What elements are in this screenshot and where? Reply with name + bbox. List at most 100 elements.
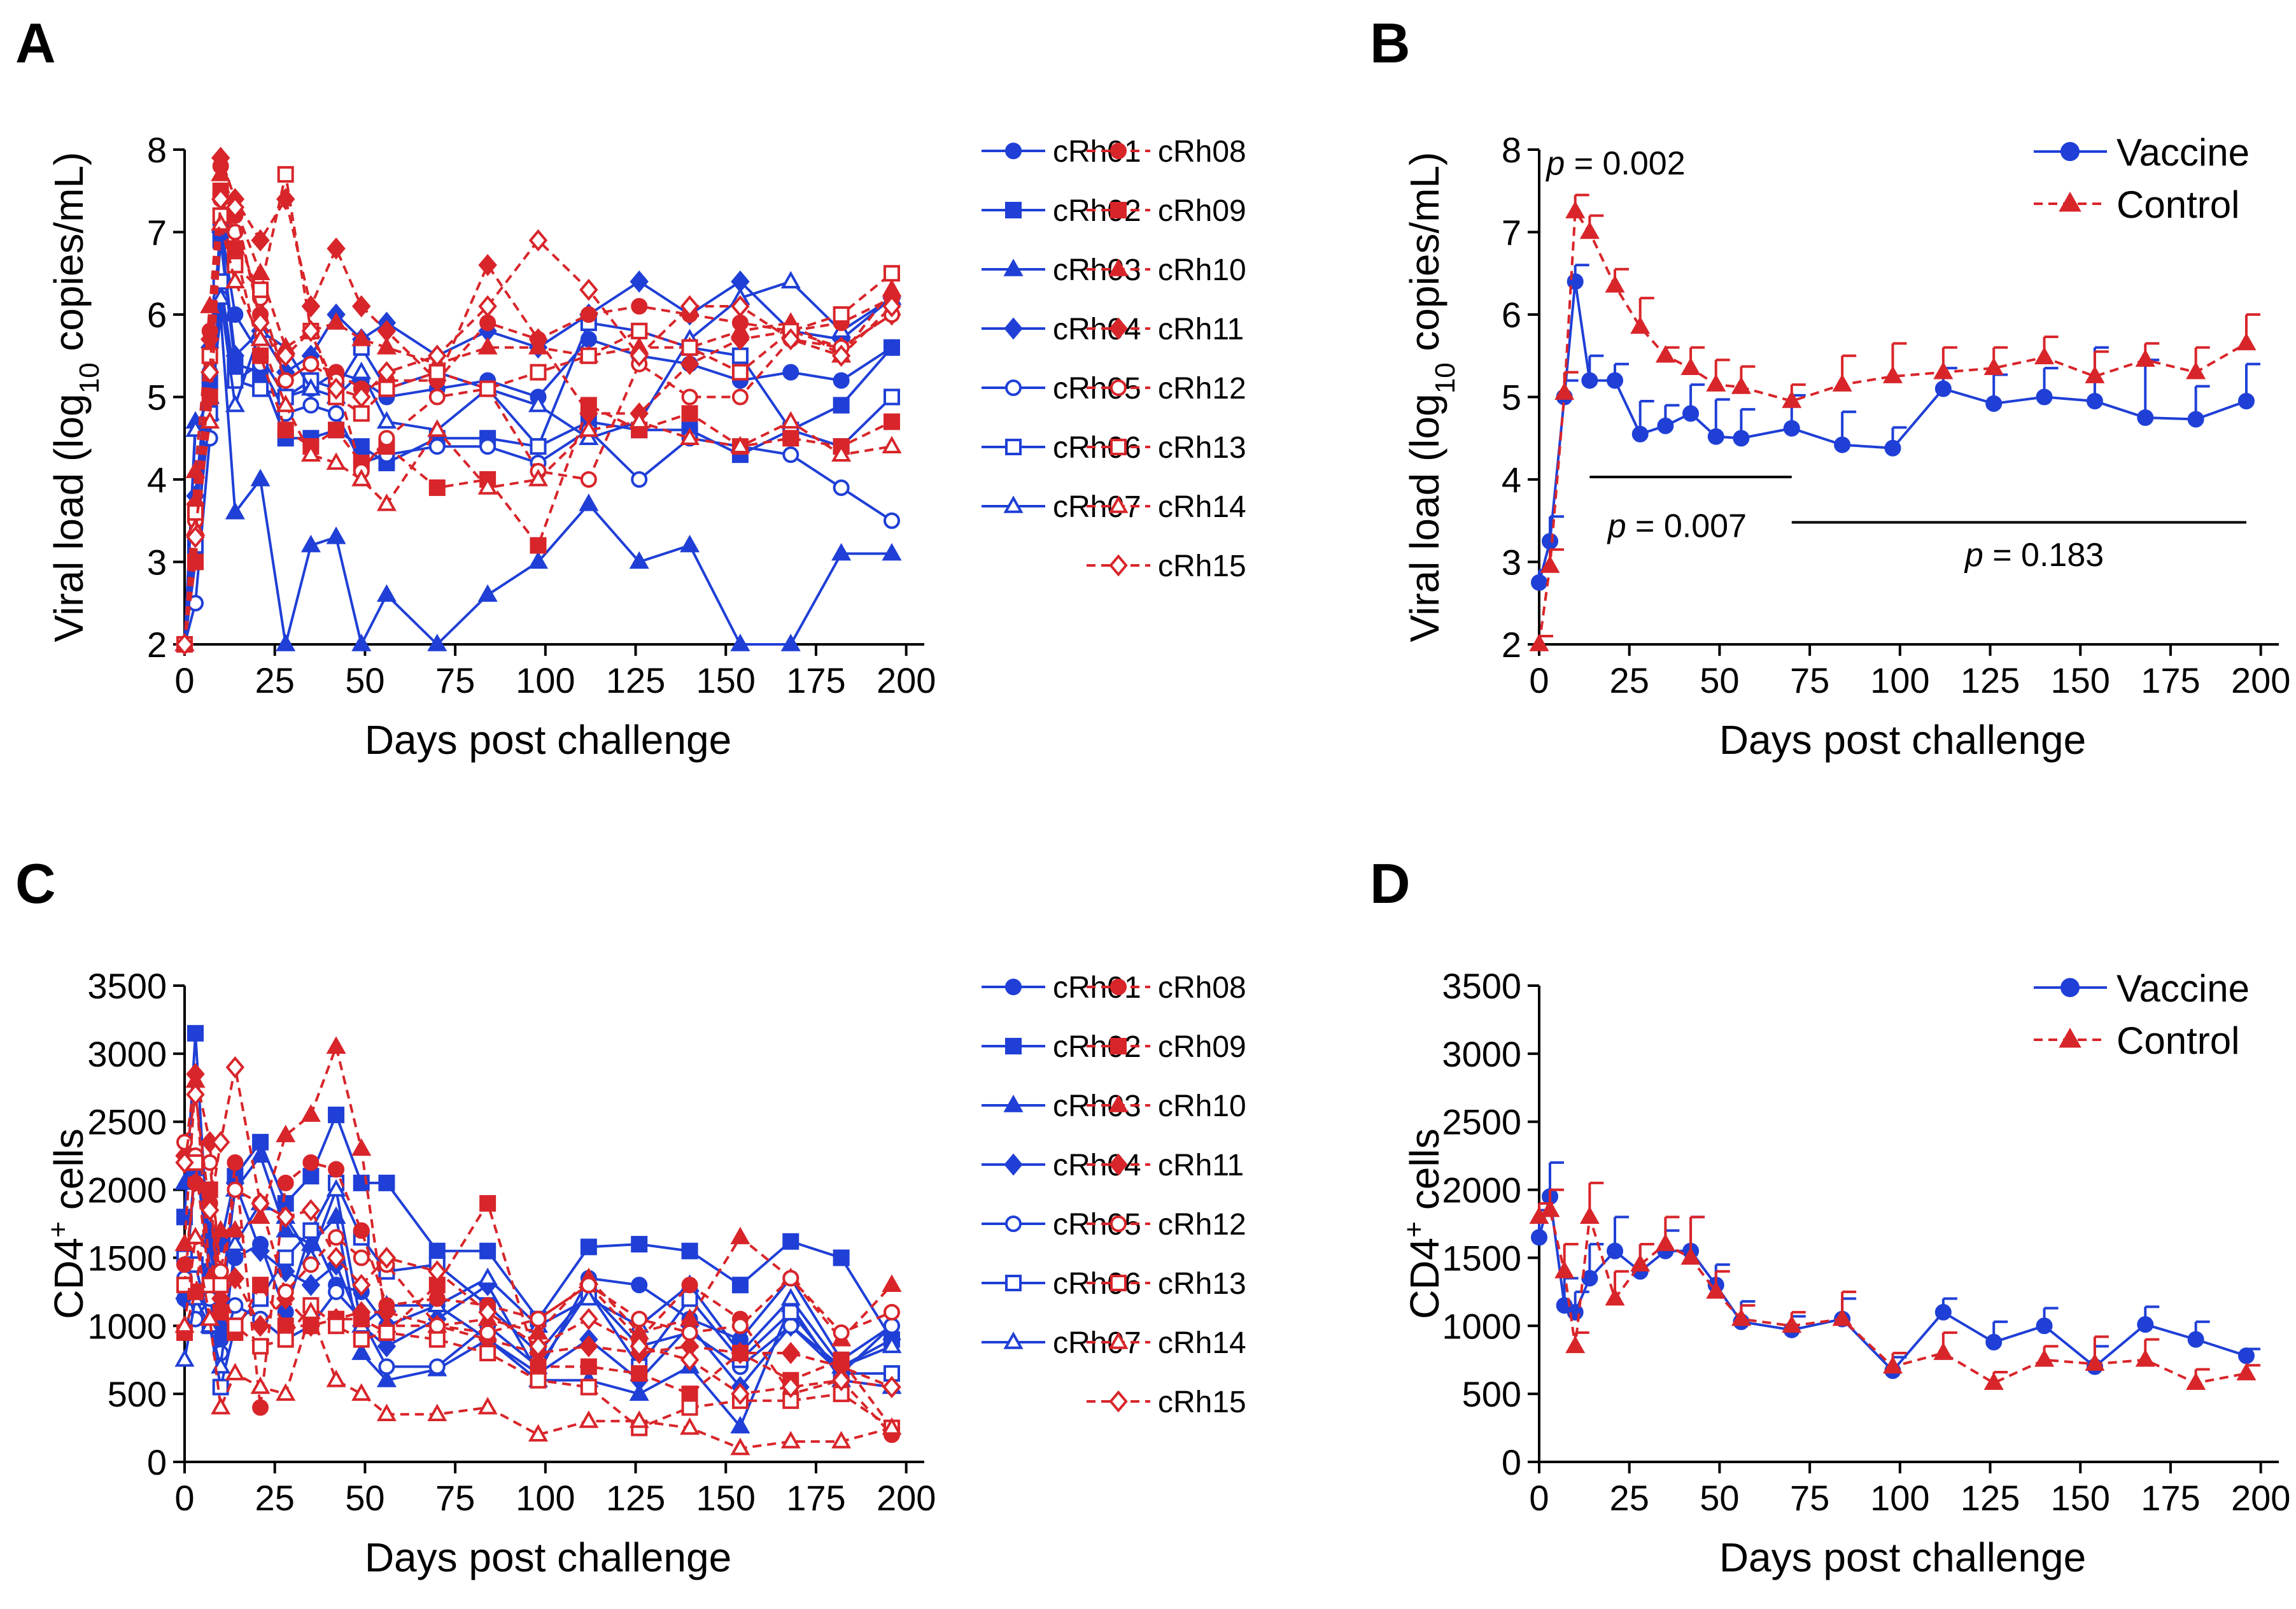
data-point <box>327 237 346 260</box>
panel-letter: A <box>15 11 56 74</box>
y-tick-label: 3000 <box>87 1034 167 1074</box>
data-point <box>731 1317 749 1335</box>
data-point <box>477 584 498 602</box>
data-point <box>1783 420 1800 437</box>
data-point <box>479 438 497 455</box>
series-crh12 <box>176 1133 900 1341</box>
data-point <box>225 1233 245 1251</box>
data-point <box>781 1342 800 1364</box>
data-point <box>479 1194 497 1212</box>
data-point <box>376 493 397 511</box>
data-point <box>1733 430 1750 447</box>
data-point <box>276 344 295 367</box>
data-point <box>580 1358 597 1375</box>
data-point <box>2085 1353 2105 1371</box>
data-point <box>1579 1206 1600 1224</box>
data-point <box>831 542 852 561</box>
data-point <box>186 1083 205 1106</box>
data-point <box>681 405 698 422</box>
data-point <box>882 1335 902 1354</box>
data-point <box>212 1277 229 1294</box>
data-point <box>630 270 649 293</box>
data-point <box>882 295 901 318</box>
data-point <box>328 1317 345 1335</box>
data-point <box>225 502 245 520</box>
data-point <box>782 1233 799 1250</box>
data-point <box>300 534 321 553</box>
data-point <box>2135 349 2155 367</box>
data-point <box>352 386 371 408</box>
panel-letter: C <box>15 852 56 915</box>
data-point <box>378 1358 395 1375</box>
series-crh15 <box>175 188 901 656</box>
x-tick-label: 0 <box>1529 1478 1549 1518</box>
y-axis-title-part: Viral load (log <box>1402 393 1447 642</box>
data-point <box>681 1324 698 1341</box>
y-axis-title: CD4+ cells <box>1398 1128 1448 1319</box>
data-point <box>225 1056 245 1079</box>
series-control <box>1529 194 2260 651</box>
data-point <box>300 444 321 462</box>
legend-label: cRh07 <box>1053 490 1141 524</box>
y-axis-title-script: + <box>1398 1221 1430 1238</box>
data-point <box>883 265 900 282</box>
data-point <box>302 355 320 372</box>
legend-label: cRh11 <box>1158 313 1244 346</box>
x-tick-label: 100 <box>516 1478 575 1518</box>
data-point <box>185 460 206 478</box>
data-point <box>1657 417 1674 434</box>
data-point <box>1832 374 1852 392</box>
data-point <box>730 634 750 651</box>
data-point <box>1542 533 1559 550</box>
x-tick-label: 200 <box>877 1478 936 1518</box>
data-point <box>631 1310 648 1328</box>
data-point <box>2085 365 2105 383</box>
legend-label: cRh06 <box>1053 1267 1141 1301</box>
data-point <box>276 1219 296 1238</box>
legend: Vaccine Control <box>2034 131 2250 226</box>
p-symbol: p <box>1607 508 1626 545</box>
data-point <box>301 320 321 343</box>
data-point <box>528 328 548 351</box>
data-point <box>1934 380 1952 397</box>
legend-marker <box>2060 142 2080 161</box>
y-tick-label: 500 <box>1462 1374 1521 1414</box>
data-point <box>300 378 321 396</box>
data-point <box>225 1219 245 1238</box>
data-point <box>680 353 700 376</box>
data-point <box>883 512 900 529</box>
y-tick-label: 0 <box>1502 1442 1521 1482</box>
p-value-text: = 0.007 <box>1626 508 1747 545</box>
data-point <box>353 405 370 422</box>
data-point <box>833 1324 850 1341</box>
y-axis-title-script: 10 <box>74 362 105 393</box>
legend-marker <box>1110 1275 1127 1291</box>
series-control <box>1529 1181 2260 1390</box>
x-tick-label: 175 <box>2141 660 2200 700</box>
legend-label: cRh08 <box>1158 971 1246 1005</box>
data-point <box>1782 1315 1802 1333</box>
x-tick-label: 25 <box>255 660 295 700</box>
y-tick-label: 1000 <box>1442 1306 1521 1346</box>
data-point <box>579 1410 599 1428</box>
legend-marker <box>1108 495 1129 513</box>
data-point <box>2034 346 2055 365</box>
data-point <box>1631 425 1649 443</box>
data-point <box>327 378 346 400</box>
data-point <box>731 364 749 381</box>
series-crh15 <box>175 1056 901 1405</box>
panel-letter: D <box>1370 852 1411 915</box>
data-point <box>833 306 850 323</box>
series-line <box>183 1141 892 1335</box>
data-point <box>327 1247 346 1269</box>
legend-label: cRh12 <box>1158 372 1246 406</box>
data-point <box>211 287 231 305</box>
data-point <box>477 477 498 495</box>
data-point <box>1731 376 1751 394</box>
data-point <box>731 347 749 364</box>
data-point <box>883 1317 900 1335</box>
data-point <box>428 1317 446 1335</box>
series-crh13 <box>176 166 900 653</box>
data-point <box>681 1386 698 1403</box>
data-point <box>227 1317 244 1335</box>
